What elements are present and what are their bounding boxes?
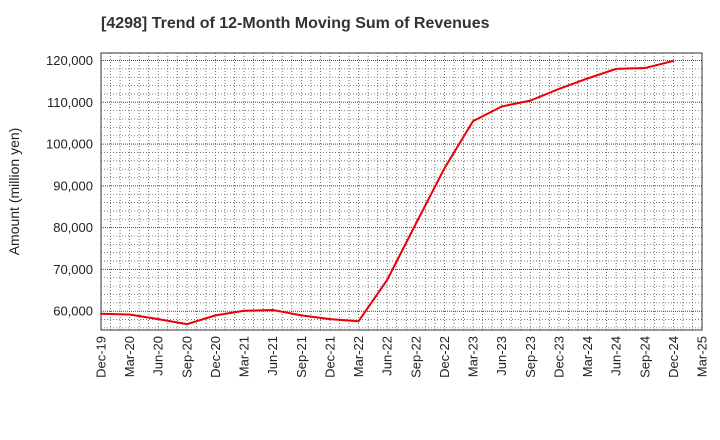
x-tick-label: Dec-21 — [322, 336, 337, 378]
chart-title: [4298] Trend of 12-Month Moving Sum of R… — [101, 15, 490, 32]
x-tick-label: Sep-20 — [179, 336, 194, 378]
x-tick-label: Mar-20 — [122, 336, 137, 377]
y-tick-labels: 60,000 70,000 80,000 90,000 100,000 110,000 12… — [46, 53, 93, 319]
x-tick-label: Mar-21 — [237, 336, 252, 377]
y-tick-label: 90,000 — [53, 178, 93, 193]
x-tick-label: Dec-20 — [208, 336, 223, 378]
x-tick-label: Jun-24 — [609, 336, 624, 376]
y-tick-label: 110,000 — [47, 95, 93, 110]
y-tick-label: 60,000 — [53, 304, 93, 319]
y-tick-label: 120,000 — [46, 53, 93, 68]
x-tick-label: Mar-24 — [580, 336, 595, 377]
x-tick-label: Jun-23 — [494, 336, 509, 376]
x-tick-label: Dec-22 — [437, 336, 452, 378]
y-tick-label: 70,000 — [53, 262, 93, 277]
x-tick-label: Dec-23 — [551, 336, 566, 378]
x-tick-label: Sep-24 — [637, 336, 652, 378]
series-layer — [100, 59, 675, 326]
y-tick-label: 100,000 — [46, 137, 93, 152]
x-tick-label: Mar-22 — [351, 336, 366, 377]
x-tick-label: Mar-23 — [466, 336, 481, 377]
x-tick-label: Dec-19 — [94, 336, 109, 378]
x-tick-label: Jun-22 — [380, 336, 395, 376]
x-tick-label: Sep-23 — [523, 336, 538, 378]
y-axis-title: Amount (million yen) — [6, 128, 22, 256]
x-tick-label: Jun-21 — [265, 336, 280, 376]
grid-lines — [101, 53, 702, 330]
x-tick-label: Sep-22 — [408, 336, 423, 378]
plot-area-frame — [100, 52, 703, 331]
series-line — [100, 59, 675, 326]
x-tick-label: Jun-20 — [151, 336, 166, 376]
y-tick-label: 80,000 — [53, 220, 93, 235]
x-tick-label: Dec-24 — [666, 336, 681, 378]
x-tick-label: Mar-25 — [695, 336, 710, 377]
x-tick-labels: Dec-19 Mar-20 Jun-20 Sep-20 Dec-20 Mar-21 Jun-… — [94, 336, 710, 378]
x-tick-label: Sep-21 — [294, 336, 309, 378]
